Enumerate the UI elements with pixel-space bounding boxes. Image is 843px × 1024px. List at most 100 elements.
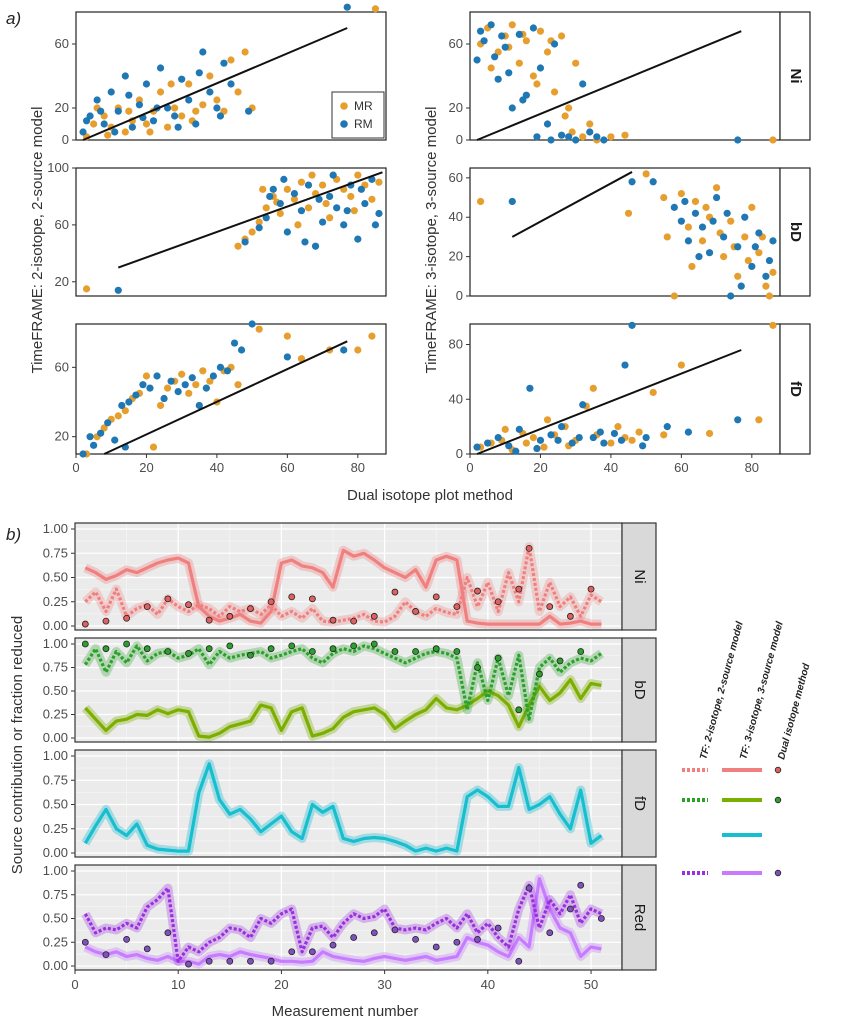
point-RM — [515, 30, 523, 38]
fit-line — [82, 27, 348, 141]
point-RM — [149, 117, 158, 125]
point-RM — [533, 133, 541, 141]
point-RM — [681, 197, 689, 206]
point-RM — [723, 209, 731, 217]
point-RM — [90, 441, 98, 449]
y-tick-label: 0 — [456, 132, 463, 147]
point-MR — [536, 27, 545, 35]
dual-isotope-point — [577, 648, 585, 655]
y-axis-title-right: TimeFRAME: 3-isotope, 3-source model — [423, 106, 440, 373]
point-MR — [185, 389, 193, 397]
y-tick-label: 0.75 — [43, 545, 68, 560]
point-RM — [104, 419, 112, 427]
point-RM — [171, 112, 179, 120]
dual-isotope-point — [123, 640, 131, 648]
point-MR — [748, 203, 756, 211]
point-MR — [259, 185, 267, 193]
facet-strip — [621, 637, 657, 743]
point-MR — [167, 80, 175, 88]
point-RM — [709, 217, 717, 225]
point-RM — [326, 192, 334, 201]
point-RM — [515, 425, 523, 433]
dual-isotope-point — [453, 938, 461, 946]
point-MR — [248, 228, 256, 236]
point-RM — [220, 59, 228, 67]
point-RM — [554, 436, 562, 444]
scatter-facet-fD-2-source: 20 60 0 20 40 60 80 — [55, 320, 387, 475]
point-MR — [142, 372, 151, 380]
point-RM — [209, 372, 217, 380]
point-RM — [111, 436, 119, 444]
point-MR — [114, 412, 122, 420]
point-MR — [529, 433, 538, 442]
point-RM — [375, 209, 383, 218]
dual-isotope-point — [391, 926, 399, 934]
point-RM — [536, 64, 545, 72]
legend-box — [331, 91, 385, 139]
point-RM — [93, 96, 101, 104]
y-tick-label: 1.00 — [43, 863, 68, 878]
legend-key-dual — [774, 869, 782, 877]
legend-label-MR: MR — [354, 99, 373, 113]
point-MR — [371, 5, 380, 13]
dual-isotope-point — [587, 585, 595, 593]
dual-isotope-point — [81, 938, 89, 946]
dual-isotope-point — [267, 645, 275, 653]
point-MR — [663, 233, 671, 241]
point-RM — [132, 391, 140, 399]
point-MR — [589, 384, 597, 392]
y-tick-label: 0 — [62, 132, 69, 147]
point-MR — [501, 425, 509, 433]
dual-isotope-point — [525, 884, 533, 892]
point-MR — [192, 107, 200, 115]
point-RM — [498, 32, 506, 40]
point-RM — [684, 428, 693, 436]
dual-isotope-point — [164, 648, 172, 655]
point-RM — [670, 203, 678, 211]
y-tick-label: 60 — [55, 36, 69, 51]
point-RM — [156, 64, 165, 72]
point-RM — [276, 199, 284, 208]
point-RM — [508, 104, 516, 112]
point-RM — [118, 401, 126, 410]
dual-isotope-point — [370, 612, 378, 620]
y-tick-label: 0.50 — [43, 683, 68, 698]
point-MR — [104, 131, 112, 139]
dual-isotope-point — [102, 617, 110, 625]
point-MR — [206, 377, 214, 385]
point-MR — [347, 192, 355, 201]
point-RM — [79, 450, 87, 458]
point-RM — [283, 353, 291, 361]
point-MR — [635, 428, 643, 436]
dual-isotope-point — [123, 614, 131, 622]
point-RM — [734, 243, 742, 251]
point-MR — [755, 416, 763, 424]
point-RM — [125, 398, 133, 406]
point-RM — [593, 133, 601, 141]
point-MR — [255, 218, 263, 226]
timeseries-facet-Red: 0.00 0.25 0.50 0.75 1.00 Red 0 10 20 30 40 50 — [43, 863, 657, 992]
point-MR — [712, 184, 721, 192]
point-MR — [294, 221, 302, 229]
point-RM — [484, 439, 492, 447]
point-MR — [702, 203, 710, 211]
x-tick-label: 20 — [139, 460, 153, 475]
dual-isotope-point — [412, 936, 419, 943]
facet-frame — [469, 167, 781, 297]
dual-isotope-point — [288, 642, 296, 650]
point-MR — [199, 101, 207, 109]
point-RM — [114, 286, 122, 294]
dual-isotope-point — [164, 595, 172, 603]
point-RM — [139, 381, 147, 389]
timeseries-facet-fD: 0.00 0.25 0.50 0.75 1.00 fD — [43, 748, 657, 860]
point-MR — [688, 262, 696, 271]
point-MR — [540, 443, 548, 451]
dual-isotope-point — [370, 640, 378, 648]
facet-strip-label: bD — [787, 222, 804, 242]
facet-strip-label: Red — [631, 904, 648, 932]
line-3-source — [83, 762, 603, 853]
dual-isotope-point — [143, 603, 151, 610]
point-MR — [178, 370, 186, 378]
fit-line — [476, 30, 742, 141]
point-RM — [684, 237, 693, 245]
